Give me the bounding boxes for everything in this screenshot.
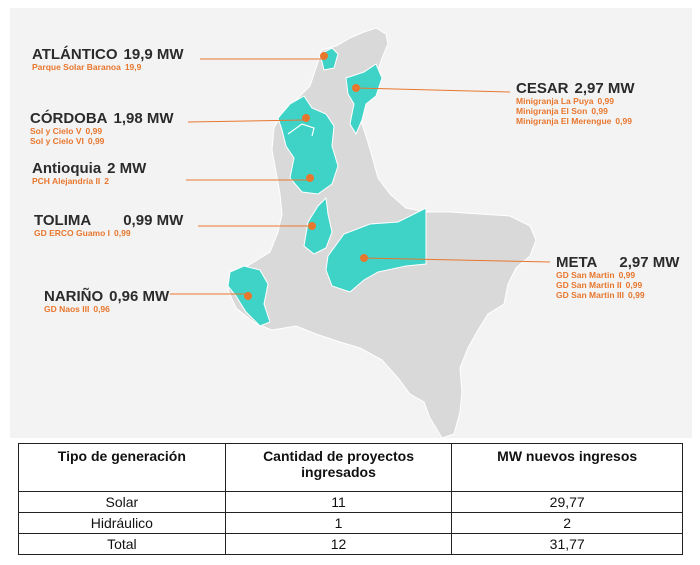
dept-mw: 2,97 MW (619, 254, 680, 271)
region-meta[interactable] (325, 207, 427, 293)
dept-name: CÓRDOBA (30, 110, 108, 127)
dept-name: NARIÑO (44, 288, 104, 305)
dot-narino[interactable] (244, 292, 252, 300)
leader-line-meta (361, 257, 551, 263)
callout-meta: META 2,97 MW GD San Martin 0,99 GD San Mar… (556, 254, 679, 301)
cordoba-boundary-line (287, 123, 315, 137)
cell-tipo: Total (18, 533, 226, 555)
leader-line-cordoba (187, 119, 307, 123)
project-line: GD San Martin 0,99 (556, 270, 636, 281)
table-row: Hidráulico 1 2 (18, 512, 683, 534)
dot-cesar[interactable] (352, 84, 360, 92)
dept-mw: 2 MW (107, 160, 147, 177)
callout-antioquia: Antioquia 2 MW PCH Alejandría II 2 (32, 160, 146, 187)
cell-cantidad: 11 (224, 491, 453, 513)
dot-cordoba[interactable] (302, 114, 310, 122)
map-panel: ATLÁNTICO 19,9 MW Parque Solar Baranoa 19,… (10, 8, 692, 438)
header-cantidad: Cantidad de proyectos ingresados (224, 443, 453, 492)
table-header-row: Tipo de generación Cantidad de proyectos… (18, 443, 683, 492)
cell-cantidad: 12 (224, 533, 453, 555)
dept-mw: 0,99 MW (123, 212, 184, 229)
project-line: Sol y Cielo VI 0,99 (30, 136, 105, 147)
callout-tolima: TOLIMA 0,99 MW GD ERCO Guamo I 0,99 (34, 212, 183, 239)
dept-mw: 0,96 MW (109, 288, 170, 305)
dot-antioquia[interactable] (306, 174, 314, 182)
project-line: GD ERCO Guamo I 0,99 (34, 228, 131, 239)
dept-name: META (556, 254, 598, 271)
leader-line-cesar (355, 87, 511, 93)
project-line: Minigranja El Merengue 0,99 (516, 115, 632, 126)
dept-name: Antioquia (32, 160, 102, 177)
cell-tipo: Hidráulico (18, 512, 226, 534)
dot-atlantico[interactable] (320, 52, 328, 60)
project-line: Sol y Cielo V 0,99 (30, 126, 103, 137)
callout-narino: NARIÑO 0,96 MW GD Naos III 0,96 (44, 288, 169, 315)
cell-mw: 2 (451, 512, 683, 534)
cell-mw: 31,77 (451, 533, 683, 555)
project-line: GD San Martin III 0,99 (556, 289, 645, 300)
dept-mw: 1,98 MW (113, 110, 174, 127)
colombia-map (170, 27, 551, 438)
project-line: Minigranja La Puya 0,99 (516, 96, 615, 107)
cell-tipo: Solar (18, 491, 226, 513)
project-line: GD San Martin II 0,99 (556, 280, 643, 291)
project-line: Parque Solar Baranoa 19,9 (32, 62, 142, 73)
project-line: Minigranja El Son 0,99 (516, 106, 608, 117)
region-tolima[interactable] (303, 196, 333, 255)
dot-meta[interactable] (360, 254, 368, 262)
table-row: Solar 11 29,77 (18, 491, 683, 513)
dot-tolima[interactable] (308, 222, 316, 230)
header-tipo: Tipo de generación (18, 443, 226, 492)
table-row: Total 12 31,77 (18, 533, 683, 555)
summary-table: Tipo de generación Cantidad de proyectos… (18, 443, 683, 555)
project-line: PCH Alejandría II 2 (32, 176, 109, 187)
dept-name: TOLIMA (34, 212, 92, 229)
dept-name: CESAR (516, 80, 569, 97)
header-mw: MW nuevos ingresos (451, 443, 683, 492)
cell-mw: 29,77 (451, 491, 683, 513)
region-cesar[interactable] (345, 63, 383, 136)
project-line: GD Naos III 0,96 (44, 304, 110, 315)
callout-cesar: CESAR 2,97 MW Minigranja La Puya 0,99 Mini… (516, 80, 635, 127)
callout-atlantico: ATLÁNTICO 19,9 MW Parque Solar Baranoa 19,… (32, 46, 184, 73)
cell-cantidad: 1 (224, 512, 453, 534)
dept-mw: 19,9 MW (123, 46, 184, 63)
callout-cordoba: CÓRDOBA 1,98 MW Sol y Cielo V 0,99 Sol y C… (30, 110, 174, 147)
dept-mw: 2,97 MW (574, 80, 635, 97)
dept-name: ATLÁNTICO (32, 46, 118, 63)
